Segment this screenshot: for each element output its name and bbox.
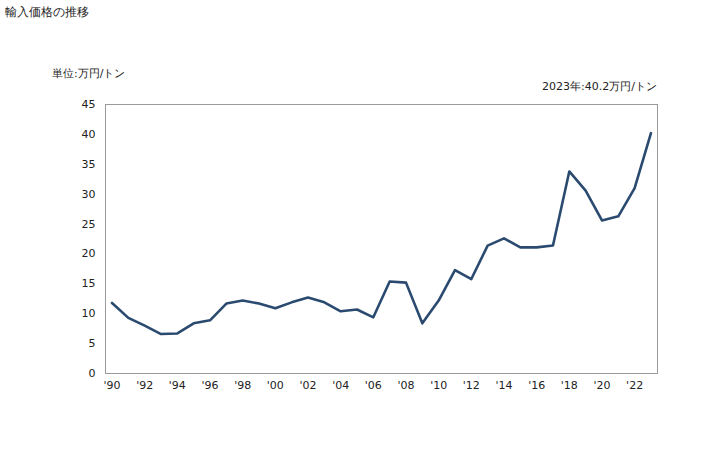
svg-text:'06: '06 xyxy=(365,379,382,392)
html-text:単位:万円/トン: 単位:万円/トン xyxy=(52,67,126,80)
svg-text:'00: '00 xyxy=(267,379,284,392)
svg-text:'14: '14 xyxy=(495,379,512,392)
svg-text:40: 40 xyxy=(82,128,96,141)
svg-text:20: 20 xyxy=(82,247,96,260)
svg-text:30: 30 xyxy=(82,188,96,201)
svg-text:'16: '16 xyxy=(528,379,545,392)
svg-text:'22: '22 xyxy=(626,379,643,392)
svg-text:'96: '96 xyxy=(202,379,219,392)
svg-text:'18: '18 xyxy=(561,379,578,392)
svg-text:'02: '02 xyxy=(299,379,316,392)
svg-text:25: 25 xyxy=(82,218,96,231)
html-text:2023年:40.2万円/トン: 2023年:40.2万円/トン xyxy=(542,80,657,93)
svg-text:45: 45 xyxy=(82,98,96,111)
svg-text:35: 35 xyxy=(82,158,96,171)
svg-text:'92: '92 xyxy=(136,379,153,392)
svg-text:'90: '90 xyxy=(104,379,121,392)
svg-text:'10: '10 xyxy=(430,379,447,392)
svg-text:5: 5 xyxy=(89,337,96,350)
svg-text:'98: '98 xyxy=(234,379,251,392)
svg-text:15: 15 xyxy=(82,277,96,290)
svg-text:'12: '12 xyxy=(463,379,480,392)
html-text:輸入価格の推移: 輸入価格の推移 xyxy=(5,5,89,19)
svg-text:10: 10 xyxy=(82,307,96,320)
svg-text:'04: '04 xyxy=(332,379,349,392)
svg-text:0: 0 xyxy=(89,367,96,380)
svg-text:'94: '94 xyxy=(169,379,186,392)
svg-text:'20: '20 xyxy=(593,379,610,392)
svg-text:'08: '08 xyxy=(397,379,414,392)
